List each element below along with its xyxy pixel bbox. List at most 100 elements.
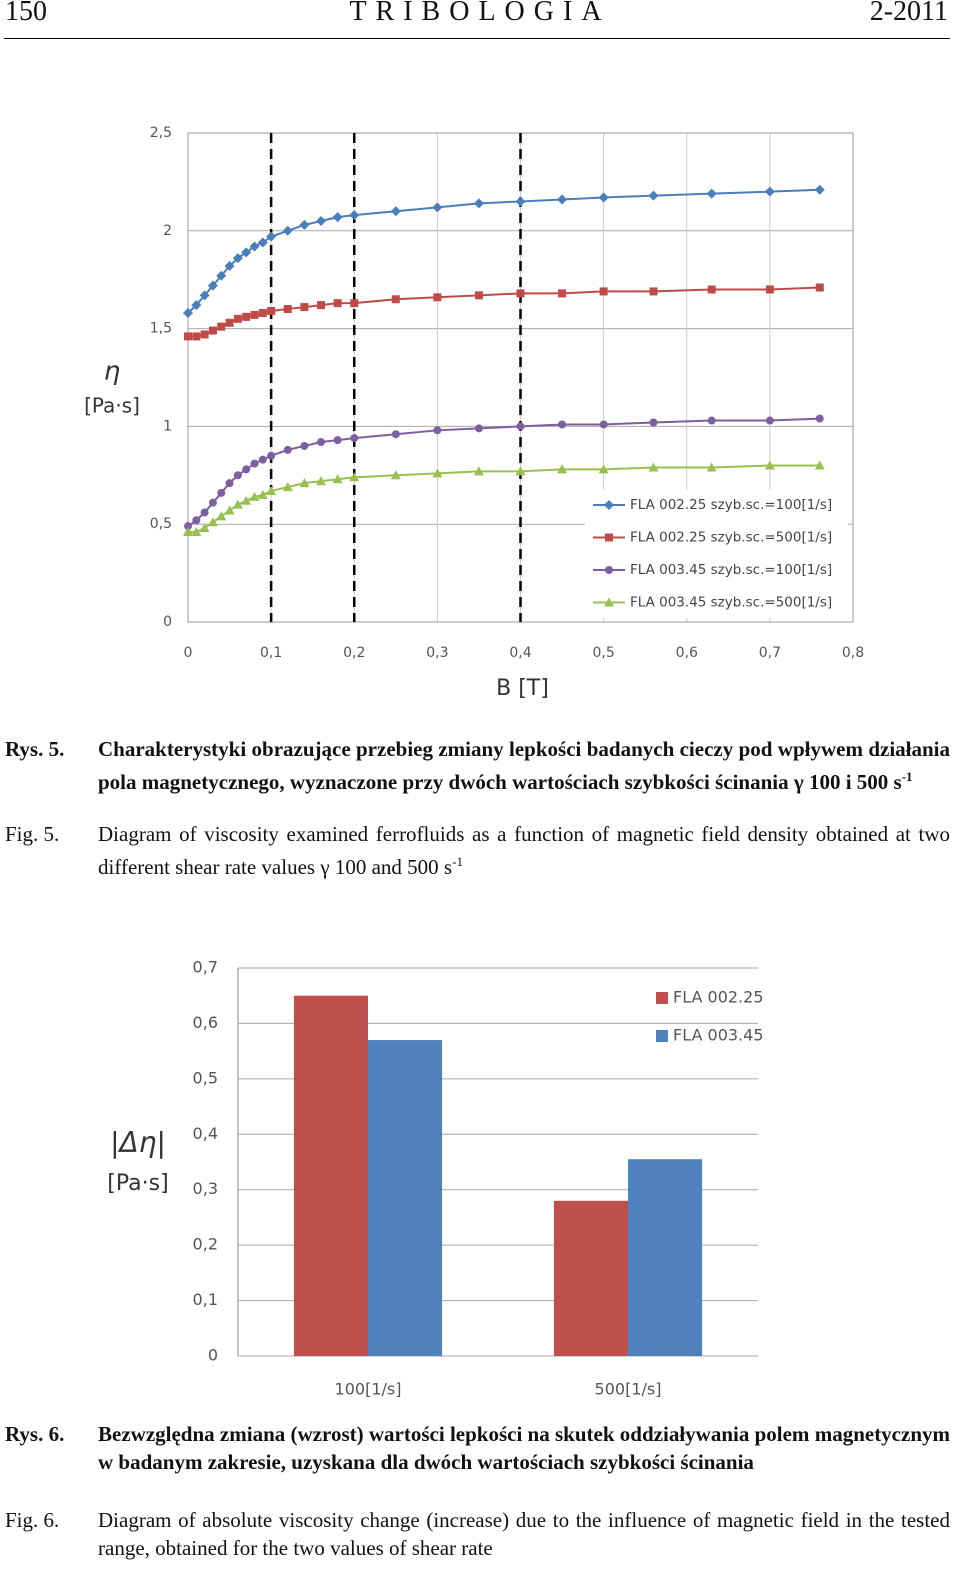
marker bbox=[258, 308, 267, 317]
caption-label: Fig. 5. bbox=[5, 822, 60, 846]
marker bbox=[241, 495, 252, 505]
marker bbox=[200, 508, 209, 517]
marker bbox=[474, 424, 483, 433]
legend-label: FLA 002.25 szyb.sc.=500[1/s] bbox=[630, 530, 832, 546]
y-tick-label: 2,5 bbox=[150, 125, 172, 141]
marker bbox=[604, 500, 614, 510]
marker bbox=[191, 300, 202, 311]
caption-label: Rys. 5. bbox=[5, 737, 65, 761]
page-number: 150 bbox=[5, 0, 47, 27]
x-tick-label: 0,4 bbox=[509, 645, 531, 661]
marker bbox=[391, 430, 400, 439]
marker bbox=[282, 225, 293, 236]
marker bbox=[192, 516, 201, 525]
marker bbox=[183, 527, 193, 537]
marker bbox=[474, 291, 483, 300]
marker bbox=[765, 285, 774, 294]
marker bbox=[391, 295, 400, 304]
line-chart: 0 0,5 1 1,5 2 2,5 0 0,1 0,2 0,3 0,4 0,5 0,6 0,7 0,8 B [… bbox=[84, 125, 864, 701]
marker bbox=[432, 468, 443, 478]
caption-text: Diagram of viscosity examined ferrofluid… bbox=[98, 820, 950, 881]
marker bbox=[267, 451, 276, 460]
y-tick-label: 0,5 bbox=[193, 1068, 218, 1087]
superscript: -1 bbox=[452, 854, 463, 869]
y-axis-title: η bbox=[104, 357, 120, 387]
y-tick-label: 0,6 bbox=[193, 1013, 218, 1032]
marker bbox=[707, 285, 716, 294]
marker bbox=[191, 527, 202, 537]
marker bbox=[649, 418, 658, 427]
marker bbox=[208, 326, 217, 335]
legend-label: FLA 002.25 szyb.sc.=100[1/s] bbox=[630, 497, 832, 513]
marker bbox=[350, 299, 359, 308]
y-tick-label: 1,5 bbox=[150, 321, 172, 337]
caption: Rys. 6. Bezwzględna zmiana (wzrost) warto… bbox=[5, 1420, 950, 1476]
marker bbox=[266, 231, 277, 242]
bar bbox=[368, 1040, 443, 1356]
marker bbox=[316, 216, 326, 227]
y-axis-title: [Pa·s] bbox=[84, 394, 140, 418]
marker bbox=[648, 190, 659, 201]
superscript: -1 bbox=[901, 769, 913, 784]
marker bbox=[232, 253, 243, 264]
marker bbox=[349, 472, 360, 482]
marker bbox=[648, 462, 659, 472]
x-tick-label: 0,2 bbox=[343, 645, 365, 661]
marker bbox=[515, 466, 526, 476]
marker bbox=[207, 280, 218, 291]
marker bbox=[433, 293, 442, 302]
caption-text: Charakterystyki obrazujące przebieg zmia… bbox=[98, 737, 950, 794]
marker bbox=[257, 489, 268, 499]
marker bbox=[183, 307, 193, 318]
marker bbox=[814, 460, 825, 470]
marker bbox=[706, 188, 717, 199]
marker bbox=[225, 479, 234, 488]
marker bbox=[283, 445, 292, 454]
marker bbox=[317, 438, 325, 447]
y-tick-label: 0 bbox=[208, 1346, 218, 1365]
marker bbox=[225, 318, 234, 327]
marker bbox=[199, 523, 210, 533]
caption-text: Diagram of viscosity examined ferrofluid… bbox=[98, 822, 950, 879]
y-tick-label: 0,3 bbox=[193, 1179, 218, 1198]
marker bbox=[332, 474, 343, 484]
marker bbox=[605, 533, 613, 542]
y-tick-label: 1 bbox=[163, 418, 172, 434]
marker bbox=[282, 482, 293, 492]
marker bbox=[216, 270, 227, 281]
marker bbox=[192, 332, 201, 341]
marker bbox=[217, 488, 226, 497]
marker bbox=[604, 597, 614, 607]
marker bbox=[200, 330, 209, 339]
issue: 2-2011 bbox=[869, 0, 948, 27]
marker bbox=[764, 186, 775, 197]
legend-label: FLA 003.45 szyb.sc.=500[1/s] bbox=[630, 595, 832, 611]
x-tick-label: 0,7 bbox=[759, 645, 781, 661]
x-axis-title: B [T] bbox=[496, 676, 549, 701]
legend-label: FLA 002.25 bbox=[673, 988, 764, 1007]
caption-text: Charakterystyki obrazujące przebieg zmia… bbox=[98, 735, 950, 796]
marker bbox=[815, 414, 824, 423]
y-tick-label: 2 bbox=[163, 223, 172, 239]
marker bbox=[224, 261, 235, 272]
x-tick-label: 0 bbox=[184, 645, 193, 661]
x-tick-label: 0,8 bbox=[842, 645, 864, 661]
marker bbox=[598, 192, 609, 203]
x-tick-label: 500[1/s] bbox=[595, 1380, 662, 1399]
marker bbox=[232, 499, 243, 509]
legend-label: FLA 003.45 szyb.sc.=100[1/s] bbox=[630, 562, 832, 578]
marker bbox=[249, 491, 260, 501]
marker bbox=[605, 566, 613, 574]
marker bbox=[184, 332, 192, 341]
caption-label: Fig. 6. bbox=[5, 1508, 60, 1532]
marker bbox=[516, 422, 525, 431]
marker bbox=[558, 420, 567, 429]
legend-swatch bbox=[656, 1030, 668, 1042]
caption-label: Rys. 6. bbox=[5, 1422, 65, 1446]
marker bbox=[814, 184, 825, 195]
legend-box bbox=[585, 490, 848, 618]
marker bbox=[233, 314, 242, 323]
marker bbox=[598, 464, 609, 474]
legend-swatch bbox=[656, 992, 668, 1004]
